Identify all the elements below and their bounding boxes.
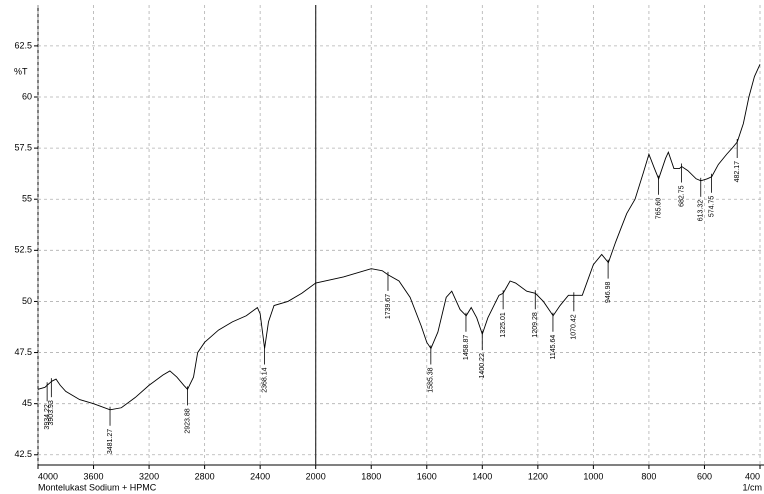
x-tick-label: 400 <box>745 471 760 481</box>
x-tick-label: 800 <box>641 471 656 481</box>
y-tick-label: 47.5 <box>14 347 32 357</box>
x-tick-label: 4000 <box>38 471 58 481</box>
peak-label: 3903.93 <box>48 400 55 425</box>
y-tick-label: 57.5 <box>14 142 32 152</box>
peak-label: 574.75 <box>708 196 715 218</box>
x-tick-label: 1800 <box>361 471 381 481</box>
peak-label: 613.32 <box>698 200 705 222</box>
peak-label: 682.75 <box>678 185 685 207</box>
y-tick-label: 42.5 <box>14 449 32 459</box>
x-tick-label: 3600 <box>84 471 104 481</box>
peak-label: 1209.28 <box>532 312 539 337</box>
x-tick-label: 2000 <box>306 471 326 481</box>
peak-label: 1400.22 <box>479 353 486 378</box>
x-tick-label: 2400 <box>250 471 270 481</box>
peak-label: 2368.14 <box>261 367 268 392</box>
y-tick-label: 62.5 <box>14 40 32 50</box>
y-tick-label: 60 <box>22 91 32 101</box>
peak-label: 3481.27 <box>107 429 114 454</box>
y-tick-label: 55 <box>22 194 32 204</box>
peak-label: 765.60 <box>655 198 662 220</box>
peak-label: 1585.38 <box>428 367 435 392</box>
y-axis-label: %T <box>14 66 28 76</box>
peak-label: 3934.22 <box>44 404 51 429</box>
y-tick-label: 45 <box>22 398 32 408</box>
peak-label: 1325.01 <box>500 312 507 337</box>
chart-title: Montelukast Sodium + HPMC <box>38 482 157 492</box>
peak-label: 482.17 <box>734 161 741 183</box>
x-tick-label: 1600 <box>417 471 437 481</box>
peak-label: 1145.64 <box>550 335 557 360</box>
x-axis-label: 1/cm <box>742 482 762 492</box>
x-tick-label: 1400 <box>472 471 492 481</box>
y-tick-label: 52.5 <box>14 245 32 255</box>
x-tick-label: 1200 <box>528 471 548 481</box>
peak-label: 1070.42 <box>571 314 578 339</box>
x-tick-label: 600 <box>697 471 712 481</box>
spectrum-line <box>37 64 761 411</box>
x-tick-label: 1000 <box>583 471 603 481</box>
peak-label: 1458.87 <box>463 335 470 360</box>
peak-label: 946.98 <box>605 282 612 304</box>
y-tick-label: 50 <box>22 296 32 306</box>
peak-label: 1739.67 <box>385 294 392 319</box>
x-tick-label: 2800 <box>195 471 215 481</box>
x-tick-label: 3200 <box>139 471 159 481</box>
peak-label: 2923.88 <box>184 408 191 433</box>
